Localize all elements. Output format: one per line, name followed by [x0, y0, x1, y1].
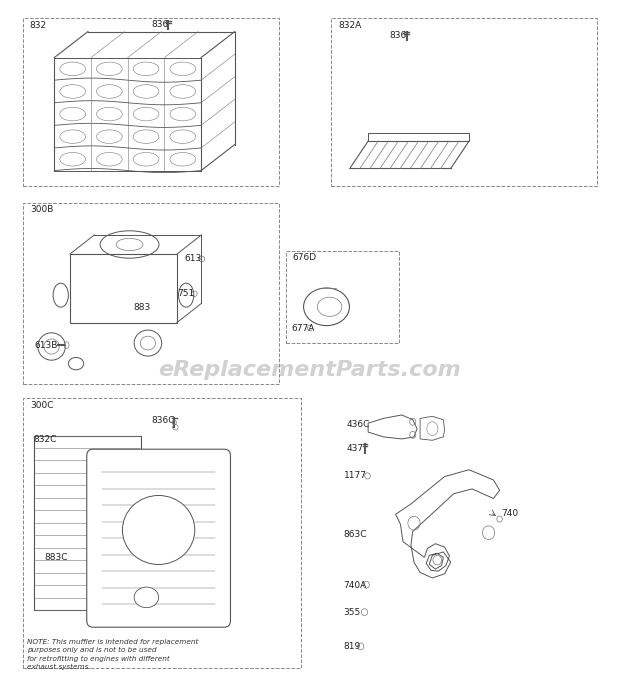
Text: 740: 740 — [501, 509, 518, 518]
Text: 300B: 300B — [30, 205, 53, 214]
Text: 836: 836 — [389, 31, 407, 40]
Bar — [22, 203, 280, 384]
Text: 832A: 832A — [339, 21, 362, 30]
Text: 1177: 1177 — [343, 471, 366, 480]
Bar — [33, 435, 141, 610]
Text: 883: 883 — [134, 304, 151, 313]
Ellipse shape — [122, 495, 195, 565]
Text: NOTE: This muffler is intended for replacement
purposes only and is not to be us: NOTE: This muffler is intended for repla… — [27, 639, 198, 670]
Ellipse shape — [134, 587, 159, 608]
Text: 300C: 300C — [30, 401, 53, 410]
Bar — [22, 18, 280, 186]
Text: 819: 819 — [343, 642, 361, 651]
Bar — [22, 398, 301, 668]
Bar — [332, 18, 598, 186]
Text: 751: 751 — [177, 289, 195, 298]
Text: 832C: 832C — [33, 435, 57, 444]
Text: 740A: 740A — [343, 581, 367, 590]
Text: eReplacementParts.com: eReplacementParts.com — [159, 360, 461, 380]
Text: 863C: 863C — [343, 530, 367, 539]
Text: 832: 832 — [30, 21, 47, 30]
Text: 613: 613 — [185, 254, 202, 263]
Text: 436C: 436C — [347, 420, 370, 429]
Text: 836: 836 — [151, 21, 168, 29]
Text: 836C: 836C — [151, 416, 174, 426]
Text: 677A: 677A — [291, 324, 314, 333]
FancyBboxPatch shape — [87, 449, 231, 627]
Text: 355: 355 — [343, 608, 361, 617]
Text: 676D: 676D — [293, 254, 317, 263]
Bar — [286, 251, 399, 343]
Text: 437: 437 — [347, 444, 364, 453]
Text: 613B: 613B — [35, 341, 58, 350]
Text: 883C: 883C — [44, 553, 68, 562]
